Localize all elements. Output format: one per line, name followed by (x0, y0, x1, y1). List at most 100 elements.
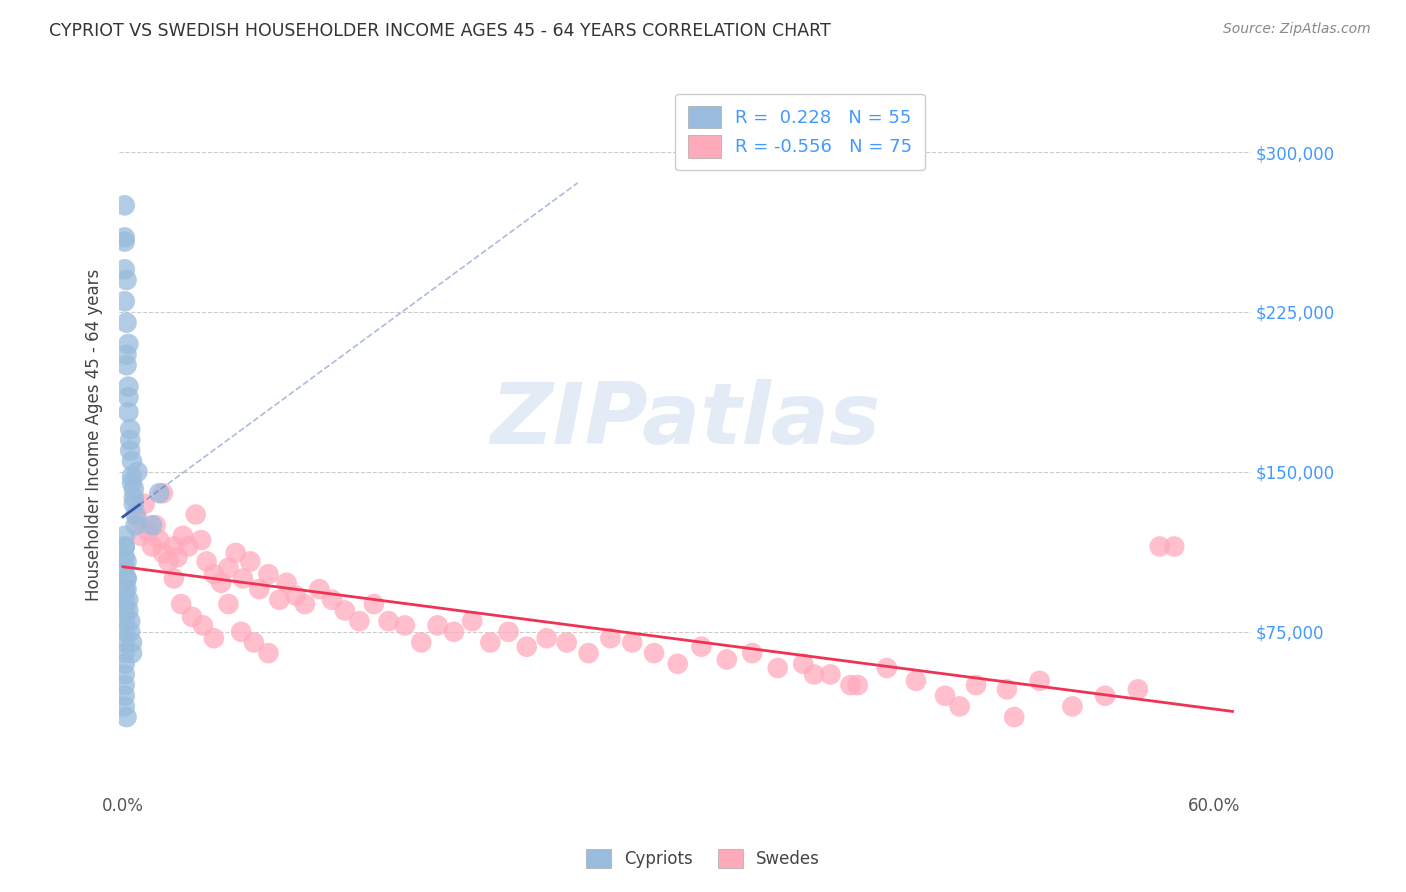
Point (643, 646, 665, 660)
Point (461, 614, 484, 628)
Point (284, 589, 307, 603)
Point (209, 575, 232, 590)
Point (666, 657, 689, 671)
Point (443, 624, 465, 639)
Text: ZIPatlas: ZIPatlas (489, 379, 880, 462)
Point (114, 635, 136, 649)
Point (217, 561, 239, 575)
Point (115, 273, 138, 287)
Point (117, 379, 139, 393)
Point (184, 508, 207, 522)
Point (181, 610, 204, 624)
Point (121, 469, 143, 483)
Point (117, 405, 139, 419)
Point (172, 529, 194, 543)
Point (157, 554, 180, 568)
Point (115, 316, 138, 330)
Point (876, 661, 898, 675)
Y-axis label: Householder Income Ages 45 - 64 years: Householder Income Ages 45 - 64 years (86, 268, 103, 600)
Point (114, 235, 136, 249)
Point (120, 422, 142, 436)
Point (363, 597, 385, 611)
Point (120, 433, 142, 447)
Legend: Cypriots, Swedes: Cypriots, Swedes (579, 843, 827, 875)
Point (134, 497, 156, 511)
Point (114, 582, 136, 596)
Point (115, 359, 138, 373)
Point (122, 491, 145, 505)
Point (114, 699, 136, 714)
Point (846, 678, 869, 692)
Point (145, 518, 167, 533)
Point (114, 540, 136, 554)
Point (152, 546, 174, 560)
Point (115, 554, 138, 568)
Point (114, 657, 136, 671)
Point (225, 546, 247, 560)
Point (1126, 682, 1149, 697)
Point (138, 524, 160, 539)
Point (766, 661, 789, 675)
Point (117, 337, 139, 351)
Point (621, 635, 644, 649)
Point (114, 294, 136, 309)
Point (127, 512, 149, 526)
Point (114, 230, 136, 244)
Point (426, 618, 449, 632)
Point (121, 635, 143, 649)
Point (349, 614, 371, 628)
Point (839, 678, 862, 692)
Point (117, 603, 139, 617)
Point (536, 631, 558, 645)
Point (129, 529, 152, 543)
Point (124, 508, 146, 522)
Point (578, 646, 600, 660)
Point (1028, 673, 1050, 688)
Point (716, 652, 738, 666)
Text: Source: ZipAtlas.com: Source: ZipAtlas.com (1223, 22, 1371, 37)
Point (163, 572, 186, 586)
Point (1094, 689, 1116, 703)
Point (191, 618, 214, 632)
Point (115, 710, 138, 724)
Point (257, 567, 280, 582)
Legend: R =  0.228   N = 55, R = -0.556   N = 75: R = 0.228 N = 55, R = -0.556 N = 75 (675, 94, 925, 170)
Point (114, 540, 136, 554)
Point (121, 454, 143, 468)
Point (114, 198, 136, 212)
Point (294, 597, 316, 611)
Point (333, 603, 356, 617)
Point (195, 554, 218, 568)
Point (121, 646, 143, 660)
Point (120, 624, 142, 639)
Text: CYPRIOT VS SWEDISH HOUSEHOLDER INCOME AGES 45 - 64 YEARS CORRELATION CHART: CYPRIOT VS SWEDISH HOUSEHOLDER INCOME AG… (49, 22, 831, 40)
Point (217, 597, 239, 611)
Point (202, 631, 225, 645)
Point (321, 592, 343, 607)
Point (394, 618, 416, 632)
Point (555, 635, 578, 649)
Point (124, 518, 146, 533)
Point (148, 533, 170, 548)
Point (114, 529, 136, 543)
Point (904, 673, 927, 688)
Point (120, 443, 142, 458)
Point (820, 667, 842, 681)
Point (114, 646, 136, 660)
Point (934, 689, 956, 703)
Point (479, 635, 502, 649)
Point (114, 678, 136, 692)
Point (115, 572, 138, 586)
Point (177, 540, 200, 554)
Point (122, 497, 145, 511)
Point (243, 635, 266, 649)
Point (115, 572, 138, 586)
Point (114, 550, 136, 565)
Point (114, 603, 136, 617)
Point (1163, 540, 1185, 554)
Point (232, 572, 254, 586)
Point (498, 624, 520, 639)
Point (239, 554, 262, 568)
Point (995, 682, 1018, 697)
Point (516, 640, 538, 654)
